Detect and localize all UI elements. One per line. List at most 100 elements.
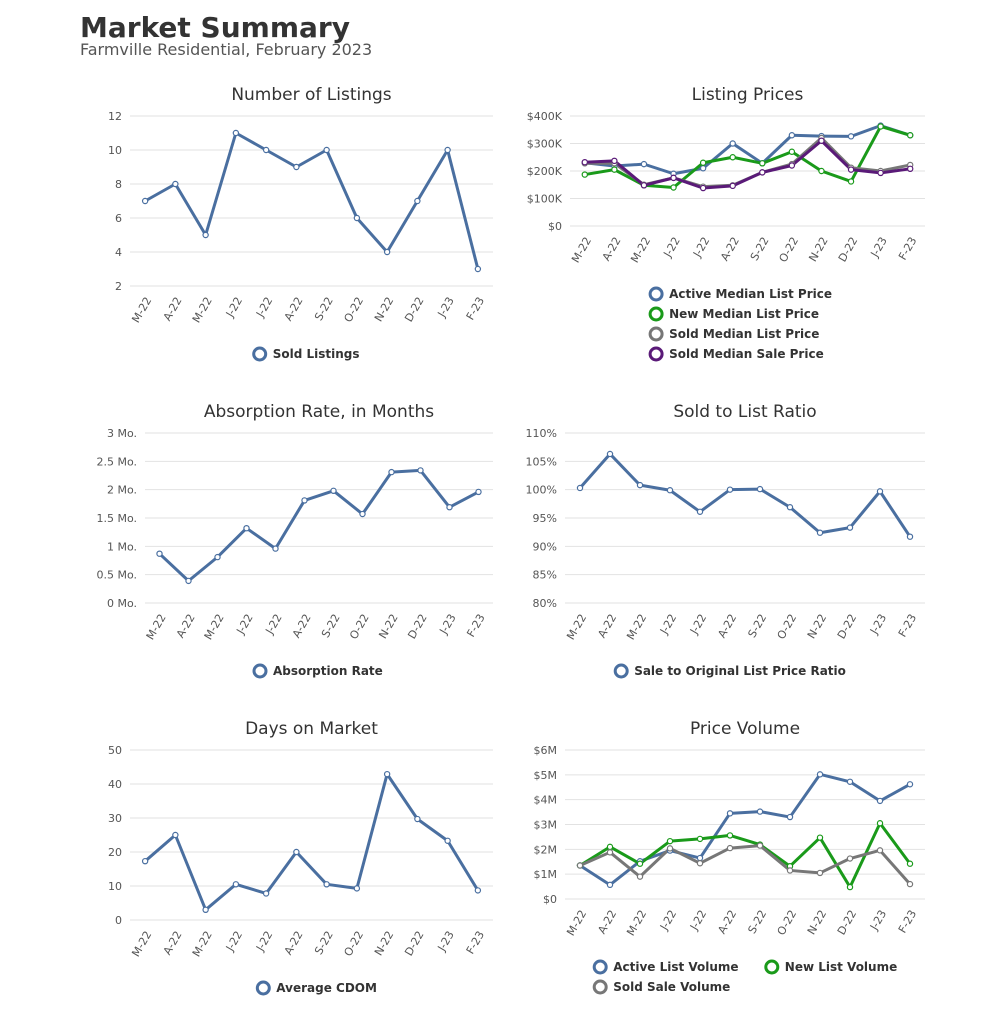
data-point[interactable] [636, 873, 644, 880]
data-point[interactable] [847, 166, 855, 173]
legend-marker[interactable] [255, 980, 271, 996]
data-point[interactable] [788, 148, 796, 155]
data-point[interactable] [202, 231, 209, 239]
data-point[interactable] [666, 487, 674, 494]
data-point[interactable] [383, 248, 391, 256]
legend-label[interactable]: Active List Volume [613, 960, 738, 974]
data-point[interactable] [293, 163, 300, 171]
data-point[interactable] [606, 849, 614, 856]
legend-label[interactable]: Sold Listings [273, 347, 360, 361]
data-point[interactable] [606, 450, 614, 458]
data-point[interactable] [876, 797, 884, 805]
data-point[interactable] [847, 133, 855, 140]
data-point[interactable] [388, 468, 395, 476]
data-point[interactable] [611, 157, 618, 165]
data-point[interactable] [202, 906, 209, 913]
data-point[interactable] [696, 835, 704, 843]
legend-marker[interactable] [648, 326, 664, 342]
data-point[interactable] [726, 486, 734, 493]
data-point[interactable] [141, 857, 149, 865]
data-point[interactable] [907, 132, 914, 139]
data-point[interactable] [576, 484, 584, 492]
data-point[interactable] [906, 533, 914, 540]
data-point[interactable] [606, 881, 614, 889]
data-point[interactable] [818, 167, 825, 175]
data-point[interactable] [759, 160, 766, 167]
data-point[interactable] [353, 214, 361, 222]
data-point[interactable] [383, 770, 391, 778]
data-point[interactable] [756, 485, 764, 493]
data-point[interactable] [330, 487, 337, 495]
data-point[interactable] [475, 488, 482, 496]
legend-label[interactable]: Active Median List Price [669, 287, 832, 301]
data-point[interactable] [846, 855, 854, 862]
data-point[interactable] [414, 815, 421, 823]
data-point[interactable] [353, 885, 361, 892]
data-point[interactable] [816, 834, 824, 841]
data-point[interactable] [636, 481, 644, 489]
data-point[interactable] [816, 529, 824, 536]
data-point[interactable] [726, 844, 734, 852]
data-point[interactable] [444, 146, 451, 154]
data-point[interactable] [243, 524, 250, 532]
legend-marker[interactable] [648, 346, 664, 362]
data-point[interactable] [640, 182, 648, 189]
data-point[interactable] [666, 845, 674, 852]
legend-marker[interactable] [764, 959, 780, 975]
data-point[interactable] [759, 169, 766, 176]
data-point[interactable] [876, 820, 884, 827]
legend-label[interactable]: New List Volume [785, 960, 897, 974]
data-point[interactable] [906, 860, 914, 867]
data-point[interactable] [816, 771, 824, 778]
data-point[interactable] [906, 781, 914, 788]
data-point[interactable] [786, 813, 794, 821]
data-point[interactable] [846, 524, 854, 531]
data-point[interactable] [788, 132, 796, 139]
data-point[interactable] [581, 171, 588, 178]
data-point[interactable] [414, 197, 421, 205]
data-point[interactable] [726, 832, 734, 839]
legend-marker[interactable] [252, 663, 268, 679]
legend-marker[interactable] [252, 346, 268, 362]
data-point[interactable] [788, 162, 796, 169]
data-point[interactable] [232, 129, 240, 137]
data-point[interactable] [262, 146, 270, 154]
data-point[interactable] [877, 169, 884, 177]
data-point[interactable] [876, 488, 884, 495]
data-point[interactable] [818, 137, 825, 144]
data-point[interactable] [576, 862, 584, 869]
data-point[interactable] [847, 178, 855, 185]
legend-marker[interactable] [648, 306, 664, 322]
data-point[interactable] [611, 166, 618, 173]
legend-label[interactable]: Absorption Rate [273, 664, 383, 678]
data-point[interactable] [262, 890, 270, 897]
legend-label[interactable]: Average CDOM [276, 981, 377, 995]
data-point[interactable] [185, 577, 192, 585]
data-point[interactable] [323, 146, 330, 154]
legend-marker[interactable] [648, 286, 664, 302]
data-point[interactable] [474, 887, 482, 894]
data-point[interactable] [446, 504, 453, 511]
data-point[interactable] [756, 842, 764, 849]
legend-label[interactable]: New Median List Price [669, 307, 819, 321]
legend-marker[interactable] [592, 979, 608, 995]
data-point[interactable] [232, 881, 240, 888]
legend-label[interactable]: Sold Median List Price [669, 327, 819, 341]
data-point[interactable] [474, 265, 482, 273]
data-point[interactable] [756, 808, 764, 815]
data-point[interactable] [786, 867, 794, 874]
data-point[interactable] [699, 184, 707, 192]
data-point[interactable] [906, 880, 914, 888]
data-point[interactable] [907, 165, 914, 173]
data-point[interactable] [816, 869, 824, 877]
data-point[interactable] [359, 510, 366, 518]
data-point[interactable] [726, 810, 734, 817]
data-point[interactable] [729, 154, 736, 161]
data-point[interactable] [699, 159, 707, 166]
data-point[interactable] [876, 847, 884, 854]
data-point[interactable] [696, 854, 704, 862]
data-point[interactable] [323, 881, 330, 888]
data-point[interactable] [141, 197, 149, 205]
legend-marker[interactable] [592, 959, 608, 975]
data-point[interactable] [272, 545, 279, 552]
